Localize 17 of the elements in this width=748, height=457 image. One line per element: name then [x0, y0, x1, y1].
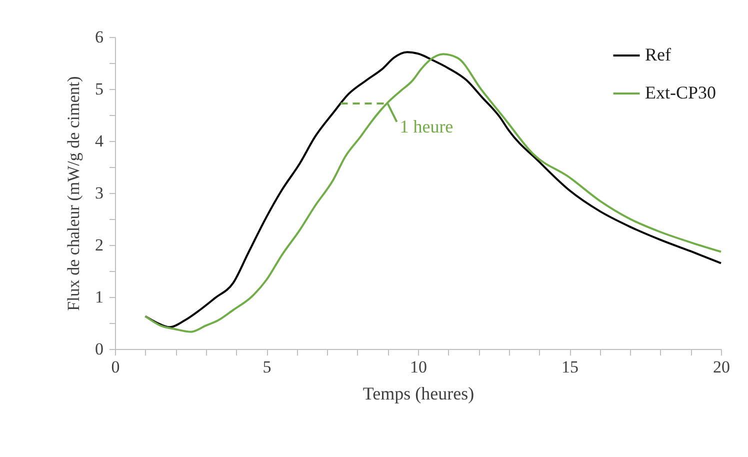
- legend-label: Ref: [645, 44, 671, 64]
- y-axis-title: Flux de chaleur (mW/g de ciment): [64, 76, 83, 311]
- y-tick-label: 1: [95, 288, 104, 306]
- x-tick-label: 10: [410, 358, 427, 376]
- y-tick-label: 3: [95, 184, 104, 202]
- y-tick-label: 5: [95, 80, 104, 98]
- x-tick-label: 0: [111, 358, 120, 376]
- x-axis-title: Temps (heures): [362, 384, 474, 404]
- legend-label: Ext-CP30: [645, 82, 716, 102]
- annotation: 1 heure: [400, 116, 454, 137]
- x-tick-label: 20: [713, 358, 730, 376]
- y-tick-label: 2: [95, 236, 104, 254]
- x-tick-label: 5: [262, 358, 272, 376]
- x-tick-label: 15: [562, 358, 578, 376]
- y-tick-label: 6: [95, 28, 104, 46]
- y-tick-label: 0: [95, 340, 104, 358]
- y-tick-label: 4: [95, 132, 104, 150]
